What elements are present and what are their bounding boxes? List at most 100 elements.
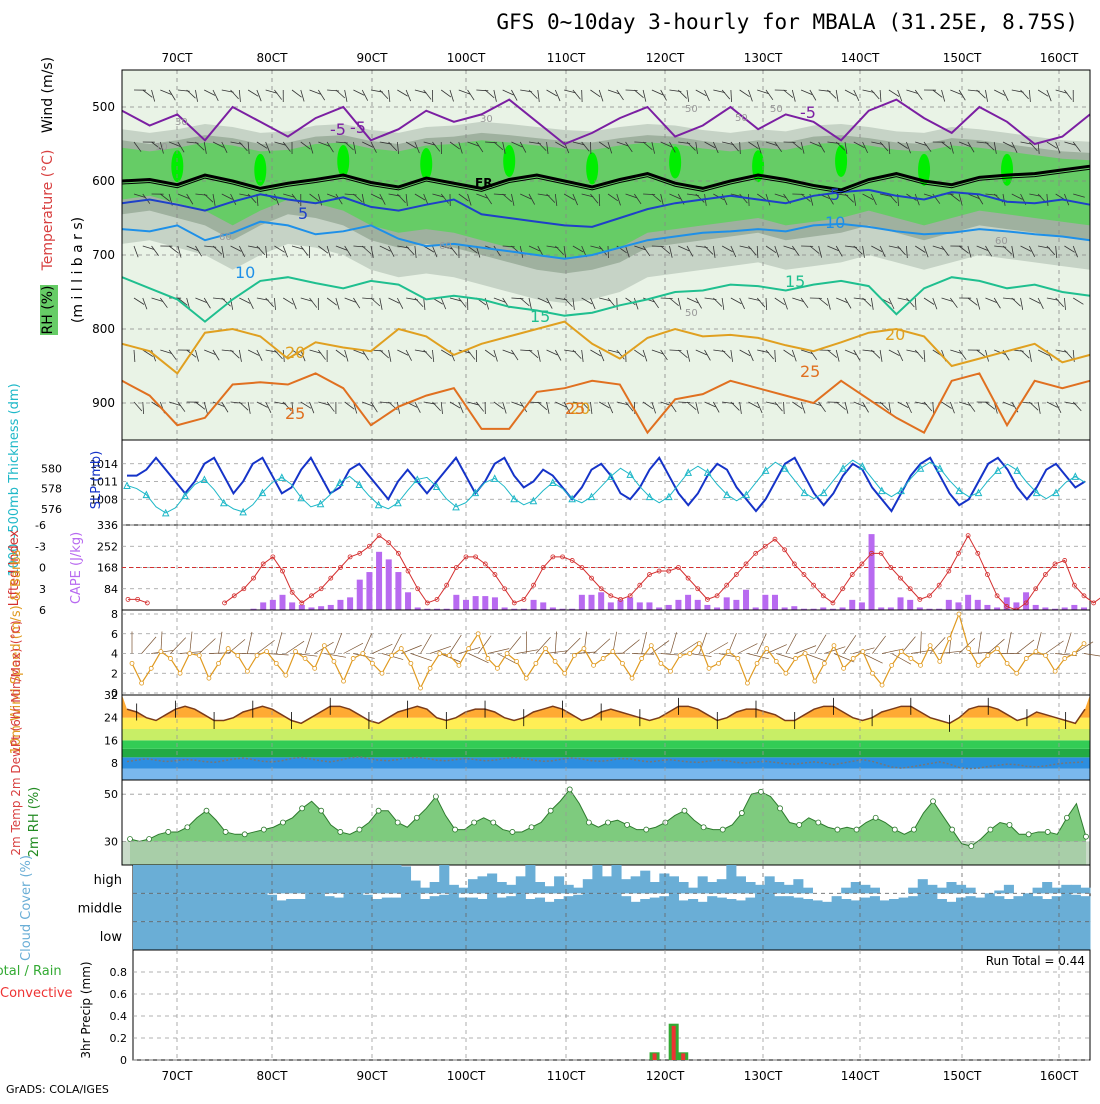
wind-speed-point [630, 676, 634, 680]
wind-speed-point [1034, 650, 1038, 654]
rh2m-point [357, 827, 362, 832]
cloud-low-bar [640, 922, 650, 950]
rh2m-point [128, 837, 133, 842]
cloud-low-bar [181, 922, 191, 950]
cloud-low-bar [458, 922, 468, 950]
rh2m-point [280, 820, 285, 825]
cape-bar [531, 600, 537, 610]
wind-speed-point [726, 650, 730, 654]
rh2m-point [300, 806, 305, 811]
cloud-middle-bar [411, 893, 421, 921]
wind-speed-point [226, 647, 230, 651]
rh-contour-label: 30 [175, 117, 188, 128]
cloud-middle-bar [870, 896, 880, 922]
cloud-middle-bar [277, 900, 287, 921]
cloud-middle-bar [832, 896, 842, 922]
top-x-tick-label: 90CT [357, 51, 389, 65]
pressure-tick-label: 700 [92, 248, 115, 262]
cloud-middle-bar [659, 896, 669, 922]
isotherm-label: 15 [785, 272, 805, 291]
bottom-x-tick-label: 140CT [841, 1069, 880, 1083]
cloud-low-bar [1013, 922, 1023, 950]
cloud-low-bar [975, 922, 985, 950]
cloud-high-bar [1071, 885, 1081, 894]
cloud-low-bar [516, 922, 526, 950]
wind-speed-point [1044, 653, 1048, 657]
cloud-high-bar [257, 865, 267, 893]
temp-band [122, 769, 1090, 780]
rh-contour-label: 60 [219, 232, 232, 243]
cloud-middle-bar [765, 893, 775, 921]
thickness-tick-label: 578 [41, 483, 62, 496]
cloud-middle-bar [152, 893, 162, 921]
wind-speed-point [505, 652, 509, 656]
cloud-low-bar [966, 922, 976, 950]
cloud-high-bar [908, 888, 918, 894]
cloud-high-bar [956, 885, 966, 894]
bottom-x-tick-label: 120CT [646, 1069, 685, 1083]
temp-band [122, 749, 1090, 758]
precip-tick-label: 0.2 [110, 1032, 128, 1045]
cloud-high-bar [401, 866, 411, 893]
wind-speed-point [515, 659, 519, 663]
wind-speed-point [1082, 642, 1086, 646]
cloud-high-bar [143, 865, 153, 893]
rh2m-point [472, 820, 477, 825]
rh2m-point [1045, 829, 1050, 834]
cape-bar [289, 602, 295, 610]
cloud-high-bar [860, 885, 870, 894]
cloud-low-bar [1071, 922, 1081, 950]
cloud-high-bar [210, 865, 220, 893]
cloud-low-bar [994, 922, 1004, 950]
cloud-middle-bar [449, 893, 459, 921]
cloud-low-bar [564, 922, 574, 950]
cape-bar [328, 605, 334, 610]
wind-speed-point [313, 666, 317, 670]
cloud-high-bar [382, 865, 392, 893]
cape-bar [347, 597, 353, 610]
precip-frame [133, 950, 1090, 1060]
top-x-tick-label: 140CT [841, 51, 880, 65]
cloud-high-bar [181, 865, 191, 893]
cloud-high-bar [631, 876, 641, 893]
cloud-high-bar [468, 879, 478, 893]
cloud-high-bar [296, 865, 306, 893]
cloud-middle-bar [966, 896, 976, 922]
top-x-tick-label: 160CT [1040, 51, 1079, 65]
isotherm-label: 25 [565, 399, 585, 418]
rh2m-point [950, 827, 955, 832]
cloud-high-bar [286, 865, 296, 893]
wind-speed-point [495, 666, 499, 670]
pressure-tick-label: 800 [92, 322, 115, 336]
cloud-high-bar [238, 865, 248, 893]
cloud-middle-bar [171, 893, 181, 921]
cloud-high-bar [688, 888, 698, 894]
cloud-high-bar [736, 876, 746, 893]
rh-contour-label: 50 [685, 104, 698, 115]
rh2m-point [835, 827, 840, 832]
cloud-high-bar [592, 865, 602, 893]
cloud-middle-bar [669, 893, 679, 921]
top-x-tick-label: 80CT [257, 51, 289, 65]
rh2m-point [778, 806, 783, 811]
rh-contour-label: 30 [480, 114, 493, 125]
cloud-low-bar [803, 922, 813, 950]
cloud-middle-bar [525, 899, 535, 922]
cloud-high-bar [583, 879, 593, 893]
cloud-low-bar [286, 922, 296, 950]
cloud-middle-bar [1042, 899, 1052, 922]
temp-band [122, 757, 1090, 768]
li-tick-label: 0 [39, 562, 46, 575]
wind-speed-point [611, 650, 615, 654]
cloud-high-bar [650, 882, 660, 893]
wind-speed-point [438, 652, 442, 656]
rh2m-point [1064, 815, 1069, 820]
wind-speed-point [592, 663, 596, 667]
wind-speed-point [986, 653, 990, 657]
precip-total-title: Total / Rain [0, 964, 62, 979]
cloud-low-bar [468, 922, 478, 950]
cloud-high-bar [162, 865, 172, 893]
